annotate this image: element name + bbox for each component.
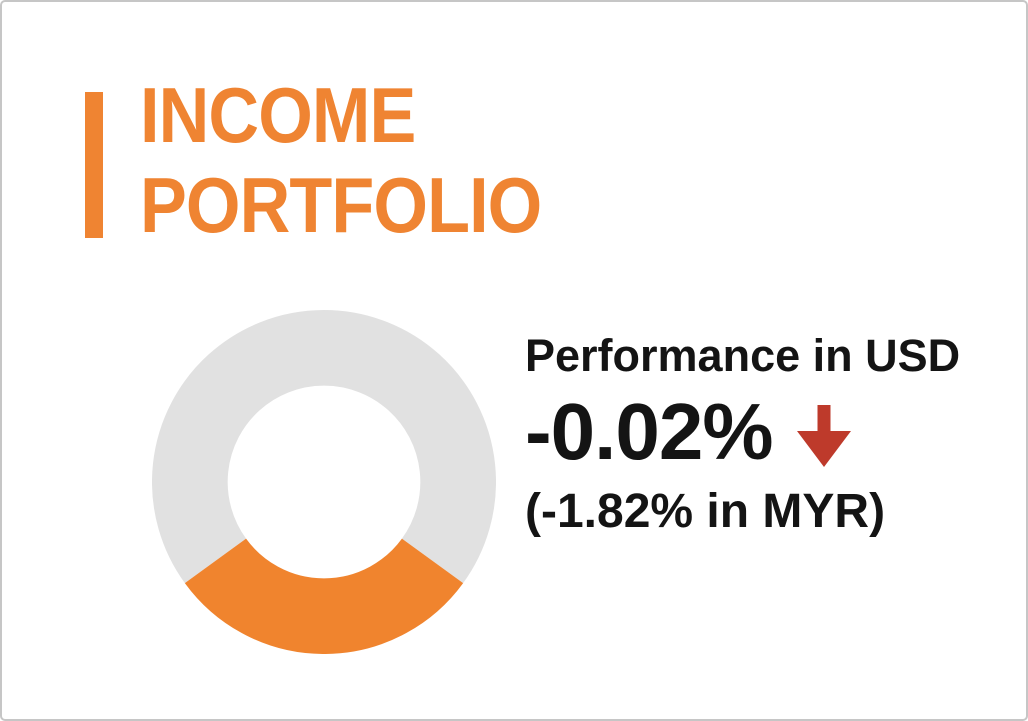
- performance-panel: Performance in USD -0.02% (-1.82% in MYR…: [525, 330, 960, 540]
- page-title: INCOME PORTFOLIO: [140, 70, 542, 251]
- performance-value-myr: (-1.82% in MYR): [525, 485, 886, 538]
- down-arrow-icon: [797, 405, 852, 467]
- portfolio-donut-chart: [152, 310, 496, 654]
- page-title-line2: PORTFOLIO: [140, 161, 542, 250]
- title-accent-bar: [85, 92, 103, 238]
- page-title-line1: INCOME: [140, 71, 416, 159]
- performance-value-row: -0.02%: [525, 392, 960, 472]
- donut-segment-orange-segment: [184, 537, 464, 654]
- donut-segment-gray-remainder: [152, 310, 496, 584]
- performance-value-usd: -0.02%: [525, 387, 773, 476]
- performance-heading: Performance in USD: [525, 330, 961, 381]
